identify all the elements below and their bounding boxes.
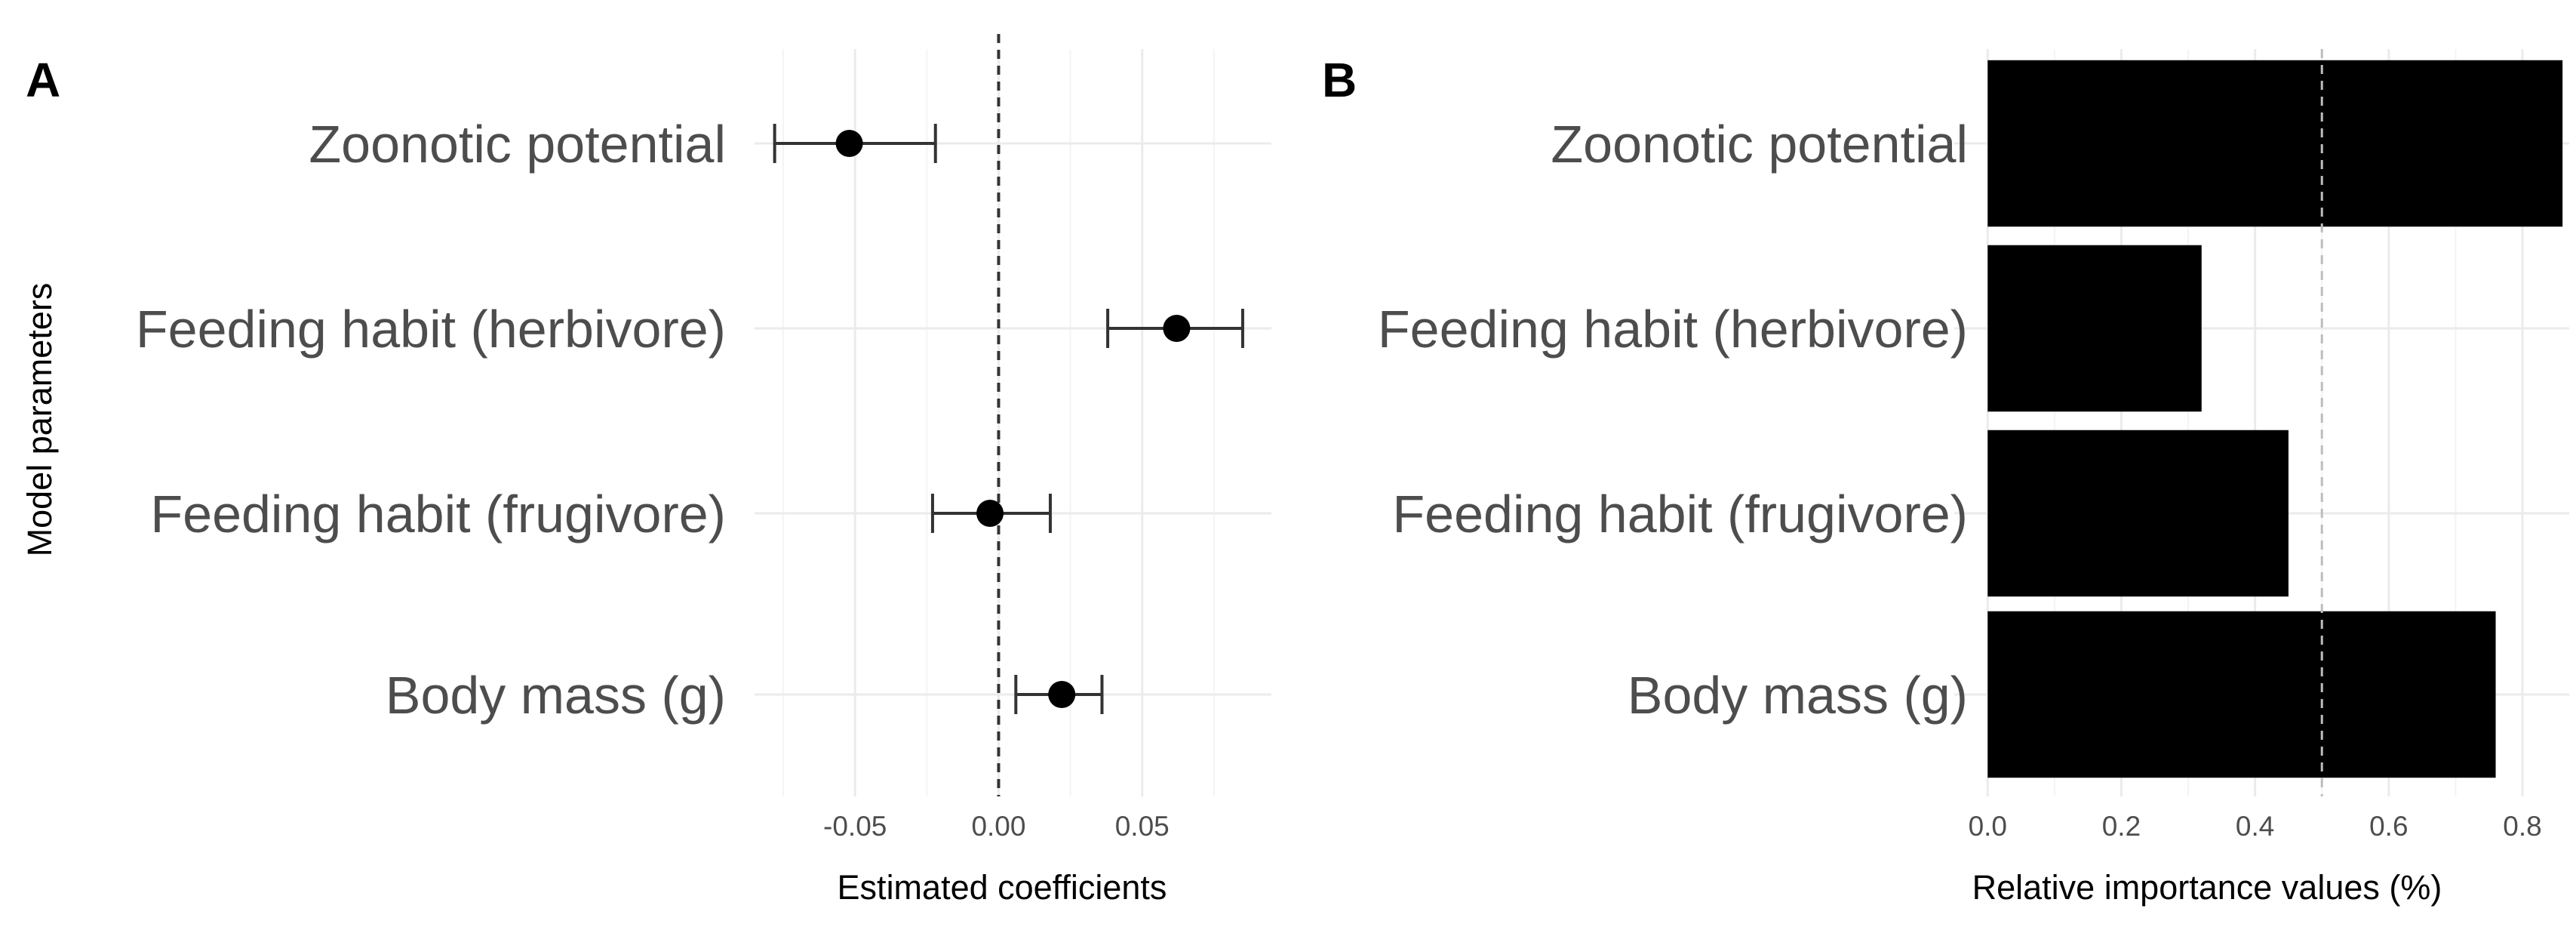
panel-b-category-label: Feeding habit (herbivore) <box>1378 300 1968 359</box>
panel-a-estimate <box>930 494 1052 533</box>
panel-a-estimate-point <box>976 500 1004 527</box>
panel-b-bar <box>1987 60 2563 227</box>
panel-a-x-tick-label: 0.05 <box>1115 811 1170 842</box>
panel-a-x-axis-title: Estimated coefficients <box>838 868 1167 907</box>
panel-b-x-tick-label: 0.0 <box>1969 811 2007 842</box>
panel-a-tick-labels: -0.05 0.00 0.05 <box>823 811 1170 842</box>
panel-a-letter: A <box>26 53 60 107</box>
panel-b-x-tick-label: 0.2 <box>2102 811 2141 842</box>
panel-a-estimate <box>1014 675 1104 714</box>
panel-a-category-label: Body mass (g) <box>386 666 726 725</box>
panel-a-category-label: Feeding habit (herbivore) <box>136 300 726 359</box>
panel-a-category-label: Zoonotic potential <box>309 115 726 174</box>
panel-b-tick-labels: 0.0 0.2 0.4 0.6 0.8 <box>1969 811 2542 842</box>
panel-a-estimate <box>1106 309 1244 348</box>
panel-a-grid <box>755 49 1271 796</box>
panel-a-category-label: Feeding habit (frugivore) <box>150 485 726 544</box>
panel-a-marks <box>773 124 1244 714</box>
panel-b-x-tick-label: 0.6 <box>2369 811 2408 842</box>
panel-a-estimate-point <box>1163 315 1191 342</box>
panel-a-category-labels: Zoonotic potential Feeding habit (herbivo… <box>136 115 726 725</box>
panel-b-bar <box>1987 245 2202 412</box>
panel-a-x-tick-label: 0.00 <box>971 811 1025 842</box>
panel-a-x-tick-label: -0.05 <box>823 811 887 842</box>
panel-b-bar <box>1987 430 2289 597</box>
panel-b-category-label: Feeding habit (frugivore) <box>1392 485 1968 544</box>
panel-b-x-tick-label: 0.8 <box>2503 811 2541 842</box>
panel-b-category-label: Zoonotic potential <box>1551 115 1968 174</box>
panel-b-x-tick-label: 0.4 <box>2236 811 2274 842</box>
panel-b-letter: B <box>1322 53 1357 107</box>
panel-a: A Zoonotic potential Feeding habit (herbi… <box>20 34 1271 907</box>
panel-b-bars <box>1987 60 2563 778</box>
panel-a-y-axis-title: Model parameters <box>20 283 59 557</box>
panel-b-bar <box>1987 611 2496 778</box>
panel-a-estimate <box>773 124 937 163</box>
panel-b-category-label: Body mass (g) <box>1628 666 1968 725</box>
panel-b-category-labels: Zoonotic potential Feeding habit (herbivo… <box>1378 115 1968 725</box>
panel-b-x-axis-title: Relative importance values (%) <box>1972 868 2442 907</box>
panel-a-estimate-point <box>835 130 863 157</box>
panel-b: B Zoonotic potential Feeding habit (herbi… <box>1322 49 2569 907</box>
panel-a-estimate-point <box>1048 681 1076 708</box>
